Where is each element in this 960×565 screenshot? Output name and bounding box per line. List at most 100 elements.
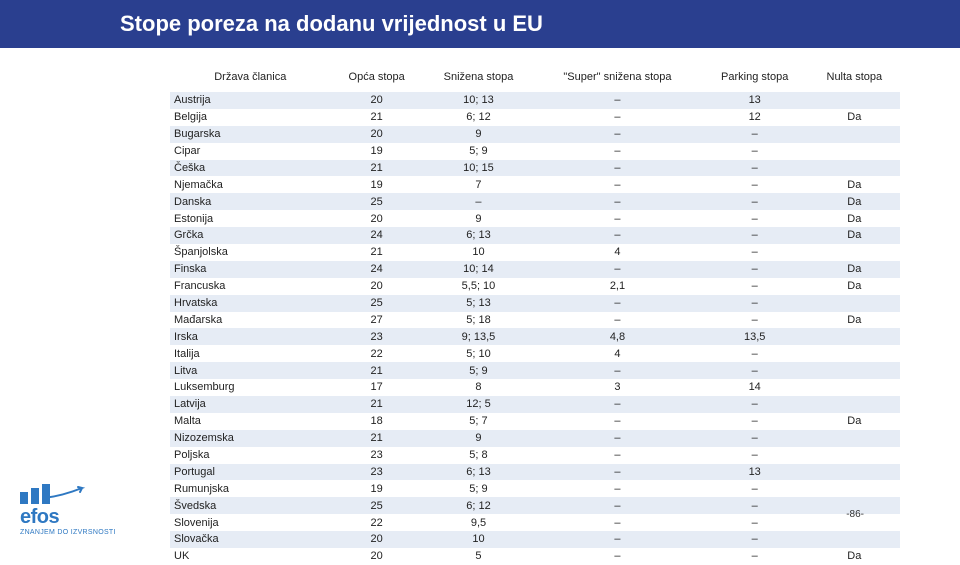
table-cell: Slovenija — [170, 514, 331, 531]
table-cell — [809, 328, 900, 345]
table-cell: Njemačka — [170, 176, 331, 193]
table-cell — [809, 295, 900, 312]
table-row: Italija225; 104– — [170, 345, 900, 362]
table-cell — [809, 92, 900, 109]
column-header: "Super" snižena stopa — [534, 62, 701, 92]
table-cell: – — [534, 295, 701, 312]
table-cell: – — [534, 497, 701, 514]
column-header: Nulta stopa — [809, 62, 900, 92]
table-cell: – — [701, 447, 809, 464]
table-cell: – — [534, 126, 701, 143]
table-row: Španjolska21104– — [170, 244, 900, 261]
table-cell: – — [534, 193, 701, 210]
table-cell: – — [534, 160, 701, 177]
table-cell: – — [534, 210, 701, 227]
table-cell: – — [534, 396, 701, 413]
table-cell: – — [534, 480, 701, 497]
table-cell — [809, 379, 900, 396]
table-row: Nizozemska219–– — [170, 430, 900, 447]
vat-table: Država članicaOpća stopaSnižena stopa"Su… — [170, 62, 900, 565]
table-row: Francuska205,5; 102,1–Da — [170, 278, 900, 295]
page-number: -86- — [846, 509, 864, 520]
table-row: Češka2110; 15–– — [170, 160, 900, 177]
table-cell: 21 — [331, 396, 423, 413]
title-bar: Stope poreza na dodanu vrijednost u EU — [0, 0, 960, 48]
table-cell: Španjolska — [170, 244, 331, 261]
table-cell: Portugal — [170, 464, 331, 481]
table-row: Grčka246; 13––Da — [170, 227, 900, 244]
column-header: Parking stopa — [701, 62, 809, 92]
table-cell: Da — [809, 548, 900, 565]
table-row: Mađarska275; 18––Da — [170, 312, 900, 329]
table-cell — [809, 447, 900, 464]
table-cell: – — [701, 193, 809, 210]
table-cell: 20 — [331, 92, 423, 109]
table-cell: Da — [809, 109, 900, 126]
column-header: Opća stopa — [331, 62, 423, 92]
table-cell: 25 — [331, 193, 423, 210]
table-cell: 25 — [331, 497, 423, 514]
table-cell: 5; 8 — [423, 447, 534, 464]
table-cell: Malta — [170, 413, 331, 430]
table-cell: Francuska — [170, 278, 331, 295]
table-cell: 5; 13 — [423, 295, 534, 312]
table-cell: 6; 13 — [423, 227, 534, 244]
table-cell: Da — [809, 210, 900, 227]
table-cell: 21 — [331, 362, 423, 379]
table-cell: – — [701, 497, 809, 514]
table-cell: – — [701, 295, 809, 312]
table-cell: Litva — [170, 362, 331, 379]
table-cell: 18 — [331, 413, 423, 430]
table-cell: – — [534, 143, 701, 160]
table-cell: 12; 5 — [423, 396, 534, 413]
logo-text: efos — [20, 506, 59, 529]
table-cell — [809, 143, 900, 160]
table-cell: UK — [170, 548, 331, 565]
table-cell: 10; 13 — [423, 92, 534, 109]
table-cell — [809, 464, 900, 481]
table-cell: 23 — [331, 328, 423, 345]
table-cell: 5; 9 — [423, 362, 534, 379]
table-row: Bugarska209–– — [170, 126, 900, 143]
table-header: Država članicaOpća stopaSnižena stopa"Su… — [170, 62, 900, 92]
table-cell: – — [701, 244, 809, 261]
table-cell: Danska — [170, 193, 331, 210]
table-cell: – — [534, 261, 701, 278]
table-cell: 3 — [534, 379, 701, 396]
table-cell: – — [701, 362, 809, 379]
table-cell: Češka — [170, 160, 331, 177]
efos-logo: efos ZNANJEM DO IZVRSNOSTI — [20, 484, 116, 536]
table-cell: Švedska — [170, 497, 331, 514]
table-cell: 17 — [331, 379, 423, 396]
table-row: Luksemburg178314 — [170, 379, 900, 396]
table-cell — [809, 126, 900, 143]
table-cell: Da — [809, 193, 900, 210]
table-cell: 24 — [331, 261, 423, 278]
table-cell: – — [701, 126, 809, 143]
table-cell: – — [534, 227, 701, 244]
table-row: Austrija2010; 13–13 — [170, 92, 900, 109]
table-cell: Da — [809, 413, 900, 430]
table-cell: Da — [809, 227, 900, 244]
table-cell: 9,5 — [423, 514, 534, 531]
table-cell: 23 — [331, 447, 423, 464]
table-cell: 20 — [331, 126, 423, 143]
table-cell: 7 — [423, 176, 534, 193]
table-row: Njemačka197––Da — [170, 176, 900, 193]
table-cell — [809, 160, 900, 177]
table-cell: 4,8 — [534, 328, 701, 345]
table-row: Belgija216; 12–12Da — [170, 109, 900, 126]
table-cell: – — [701, 548, 809, 565]
table-cell: Finska — [170, 261, 331, 278]
table-row: Danska25–––Da — [170, 193, 900, 210]
table-cell: Grčka — [170, 227, 331, 244]
table-cell: – — [701, 278, 809, 295]
table-cell: 20 — [331, 548, 423, 565]
table-cell: – — [701, 413, 809, 430]
table-cell: 21 — [331, 160, 423, 177]
table-cell — [809, 430, 900, 447]
table-cell: – — [534, 362, 701, 379]
table-cell — [809, 345, 900, 362]
table-cell: Hrvatska — [170, 295, 331, 312]
table-cell: 20 — [331, 210, 423, 227]
